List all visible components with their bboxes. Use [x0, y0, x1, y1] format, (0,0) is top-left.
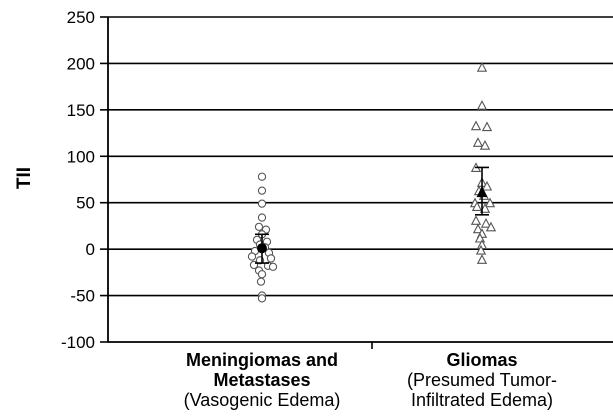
y-tick-label: -50	[70, 287, 95, 306]
y-tick-label: 100	[67, 147, 95, 166]
data-point	[266, 254, 276, 263]
data-point	[257, 270, 267, 279]
data-point	[479, 203, 491, 213]
mean-marker	[257, 243, 267, 254]
data-point	[247, 252, 257, 261]
y-tick-label: 150	[67, 101, 95, 120]
data-point	[257, 186, 267, 195]
category-subtitle: Infiltrated Edema)	[411, 390, 553, 410]
data-point	[472, 137, 484, 147]
category-title: Gliomas	[446, 350, 517, 370]
category-title: Metastases	[213, 370, 310, 390]
category-subtitle: (Vasogenic Edema)	[184, 390, 341, 410]
data-point	[479, 139, 491, 150]
data-point	[268, 262, 278, 271]
data-point	[257, 213, 267, 222]
data-point	[481, 180, 493, 191]
data-point	[470, 215, 482, 225]
axes	[100, 16, 613, 349]
data-point	[476, 254, 488, 264]
mean-error-bars	[255, 166, 489, 264]
data-point	[257, 172, 267, 181]
data-point	[484, 197, 496, 208]
y-tick-label: 250	[67, 8, 95, 27]
data-point	[472, 223, 484, 234]
data-points	[247, 61, 497, 303]
mean-marker	[476, 186, 488, 198]
data-point	[475, 244, 487, 255]
category-subtitle: (Presumed Tumor-	[407, 370, 557, 390]
data-point	[481, 121, 493, 132]
data-point	[480, 217, 492, 228]
data-point	[257, 294, 267, 303]
data-point	[256, 277, 266, 286]
data-point	[485, 221, 497, 232]
category-title: Meningiomas and	[186, 350, 338, 370]
y-tick-label: 200	[67, 54, 95, 73]
y-tick-label: -100	[61, 333, 95, 352]
y-tick-labels: 250 200 150 100 50 0 -50 -100	[61, 8, 95, 352]
data-point	[471, 201, 483, 211]
data-point	[470, 120, 482, 131]
data-point	[254, 222, 264, 232]
y-tick-label: 0	[86, 240, 95, 259]
data-point	[257, 199, 267, 208]
y-tick-label: 50	[76, 194, 95, 213]
data-point	[476, 61, 488, 72]
y-axis-label: TII	[14, 167, 35, 189]
data-point	[476, 100, 488, 110]
gridlines	[108, 16, 613, 297]
